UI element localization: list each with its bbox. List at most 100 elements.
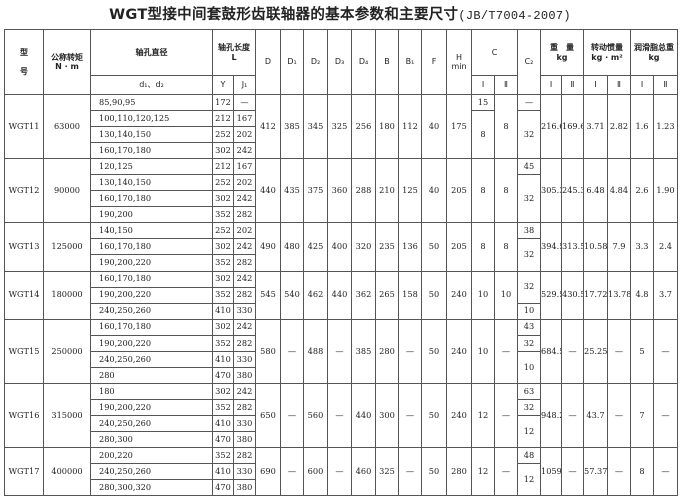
- table-body: WGT11 63000 85,90,95 172—412 385 345 325 256 180…: [4, 93, 678, 497]
- dim-B1-cell: 136: [398, 222, 422, 272]
- grease-I-cell: 4.8: [630, 270, 654, 320]
- dim-D3-cell: 360: [327, 158, 352, 224]
- bore-length-J1-cell: 282: [233, 206, 256, 224]
- C2-cell: 43: [517, 318, 541, 336]
- inertia-II-cell: —: [607, 447, 631, 497]
- bore-length-Y-cell: 352: [212, 206, 234, 224]
- dim-D-cell: 545: [255, 270, 281, 320]
- C-II-cell: 10: [494, 270, 518, 320]
- bore-diameter-cell: 160,170,180: [90, 238, 213, 256]
- C2-cell: 32: [517, 398, 541, 416]
- C-II-cell: 8: [494, 93, 518, 160]
- bore-diameter-cell: 190,200: [90, 206, 213, 224]
- inertia-I-cell: 25.25: [583, 318, 608, 384]
- model-cell: WGT17: [4, 447, 44, 497]
- header-bore-length: 轴孔长度 L: [212, 29, 256, 76]
- bore-length-J1-cell: 330: [233, 350, 256, 368]
- table-row: 280 470 380: [5, 366, 678, 384]
- bore-length-Y-cell: 352: [212, 447, 234, 465]
- dim-D2-cell: 375: [303, 158, 328, 224]
- bore-length-J1-cell: 282: [233, 334, 256, 352]
- C2-cell: 32: [517, 270, 541, 304]
- header-inertia: 转动惯量 kg · m²: [583, 29, 631, 76]
- dim-B1-cell: 112: [398, 93, 422, 160]
- C-II-cell: 8: [494, 158, 518, 224]
- bore-length-Y-cell: 172: [212, 93, 234, 112]
- torque-cell: 90000: [43, 158, 91, 224]
- title-standard: (JB/T7004-2007): [458, 9, 571, 23]
- dim-D1-cell: 480: [280, 222, 304, 272]
- C-II-cell: —: [494, 382, 518, 449]
- dim-F-cell: 40: [421, 93, 447, 160]
- weight-II-cell: 313.5: [561, 222, 584, 272]
- weight-II-cell: —: [561, 382, 584, 449]
- header-D4: D₄: [351, 29, 376, 95]
- bore-length-J1-cell: 282: [233, 254, 256, 272]
- table-row: WGT12 90000 120,125 212 167 440 435 375 360 288 21…: [4, 158, 678, 224]
- grease-II-cell: —: [653, 447, 678, 497]
- bore-diameter-cell: 130,140,150: [90, 126, 213, 144]
- bore-length-Y-cell: 212: [212, 158, 234, 176]
- bore-diameter-cell: 190,200,220: [90, 286, 213, 304]
- header-C: C: [471, 29, 518, 76]
- bore-diameter-cell: 280,300,320: [90, 479, 213, 497]
- bore-length-J1-cell: 242: [233, 318, 256, 336]
- C-I-cell: 8: [471, 110, 495, 160]
- bore-diameter-cell: 240,250,260: [90, 302, 213, 320]
- weight-II-cell: 430.5: [561, 270, 584, 320]
- bore-length-J1-cell: 202: [233, 222, 256, 240]
- inertia-I-cell: 3.71: [583, 93, 608, 160]
- table-row: 160,170,180 302 242: [5, 190, 678, 208]
- dim-B-cell: 265: [375, 270, 399, 320]
- dim-H-cell: 175: [446, 93, 472, 160]
- grease-I-cell: 2.6: [630, 158, 654, 224]
- dim-D-cell: 690: [255, 447, 281, 497]
- bore-length-Y-cell: 252: [212, 174, 234, 192]
- dim-B-cell: 300: [375, 382, 399, 449]
- C-I-cell: 12: [471, 382, 495, 449]
- bore-diameter-cell: 190,200,220: [90, 334, 213, 352]
- grease-II-cell: 1.23: [653, 93, 678, 160]
- header-C-I: Ⅰ: [471, 75, 495, 95]
- dim-D4-cell: 320: [351, 222, 376, 272]
- weight-II-cell: 169.6: [561, 93, 584, 160]
- bore-length-Y-cell: 302: [212, 238, 234, 256]
- dim-D2-cell: 425: [303, 222, 328, 272]
- table-row: WGT17 400000 200,220 352 282 690—600—460 325—5…: [4, 447, 678, 497]
- header-J1: J₁: [233, 75, 256, 95]
- dim-D4-cell: 460: [351, 447, 376, 497]
- dim-D-cell: 440: [255, 158, 281, 224]
- dim-F-cell: 40: [421, 158, 447, 224]
- bore-diameter-cell: 240,250,260: [90, 414, 213, 432]
- inertia-II-cell: 7.9: [607, 222, 631, 272]
- table-row: 100,110,120,125 212 167 8 32: [5, 110, 678, 160]
- dim-D-cell: 580: [255, 318, 281, 384]
- C-I-cell: 8: [471, 158, 495, 224]
- C2-cell: 32: [517, 110, 541, 160]
- model-cell: WGT16: [4, 382, 44, 449]
- dim-D3-cell: —: [327, 447, 352, 497]
- table-row: WGT11 63000 85,90,95 172—412 385 345 325 256 180…: [4, 93, 678, 160]
- inertia-I-cell: 43.7: [583, 382, 608, 449]
- bore-length-J1-cell: 202: [233, 126, 256, 144]
- C-I-cell: 12: [471, 447, 495, 497]
- bore-length-Y-cell: 302: [212, 318, 234, 336]
- dim-D2-cell: 345: [303, 93, 328, 160]
- bore-length-J1-cell: 330: [233, 302, 256, 320]
- dim-B-cell: 210: [375, 158, 399, 224]
- dim-B1-cell: —: [398, 382, 422, 449]
- bore-length-J1-cell: 380: [233, 479, 256, 497]
- dim-D3-cell: —: [327, 318, 352, 384]
- bore-diameter-cell: 130,140,150: [90, 174, 213, 192]
- table-row: WGT14 180000 160,170,180 302 242 545 540 462 440…: [4, 270, 678, 320]
- header-inertia-I: Ⅰ: [583, 75, 608, 95]
- table-row: 190,200,220 352 282 32: [5, 334, 678, 352]
- weight-I-cell: 216.6: [540, 93, 562, 160]
- header-B: B: [375, 29, 399, 95]
- C2-cell: 12: [517, 463, 541, 497]
- dim-H-cell: 240: [446, 382, 472, 449]
- header-F: F: [421, 29, 447, 95]
- dim-D-cell: 650: [255, 382, 281, 449]
- bore-length-J1-cell: —: [233, 93, 256, 112]
- bore-diameter-cell: 240,250,260: [90, 350, 213, 368]
